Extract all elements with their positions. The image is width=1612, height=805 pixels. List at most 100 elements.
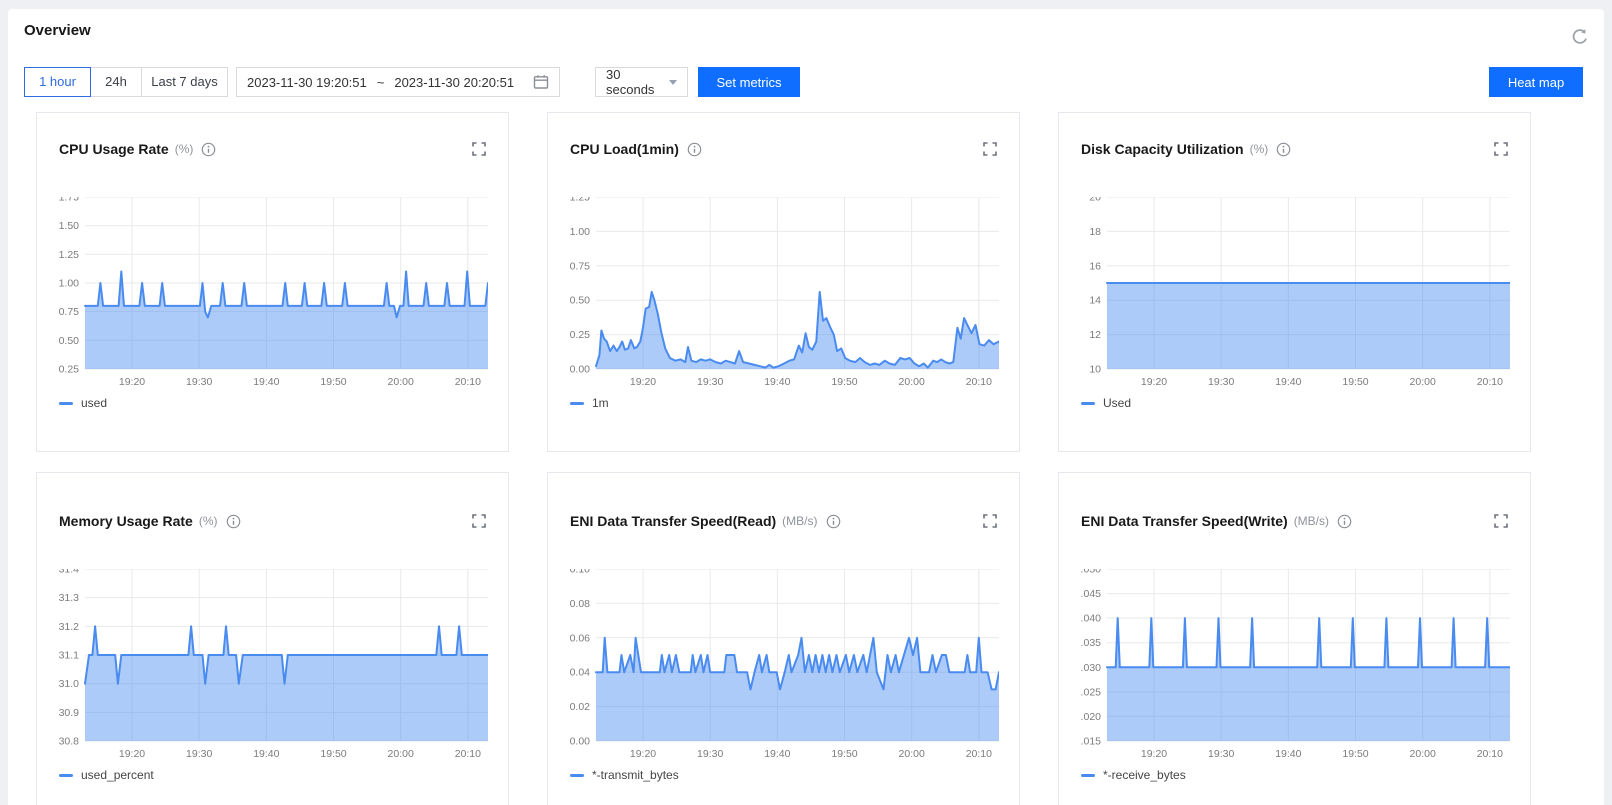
svg-text:1.25: 1.25 [570,197,590,204]
svg-text:0.015: 0.015 [1081,736,1101,748]
charts-grid: CPU Usage Rate (%) 19:20 19:30 19:40 19:50 2… [36,112,1531,805]
info-icon[interactable] [687,142,702,157]
svg-text:19:40: 19:40 [1275,748,1301,760]
date-range-picker[interactable]: 2023-11-30 19:20:51 ~ 2023-11-30 20:20:5… [236,67,560,97]
chart-plot[interactable]: 19:20 19:30 19:40 19:50 20:00 20:10 0.050 0.045… [1081,569,1510,763]
chart-plot[interactable]: 19:20 19:30 19:40 19:50 20:00 20:10 31.4 31.3 31… [59,569,488,763]
chart-plot[interactable]: 19:20 19:30 19:40 19:50 20:00 20:10 1.25 1.00 0.… [570,197,999,391]
refresh-icon[interactable] [1570,28,1588,46]
svg-text:31.3: 31.3 [59,592,79,604]
chart-legend[interactable]: Used [1081,394,1508,412]
svg-text:1.75: 1.75 [59,197,79,204]
svg-text:30.8: 30.8 [59,736,79,748]
svg-text:16: 16 [1089,260,1101,272]
chart-legend[interactable]: used [59,394,486,412]
svg-text:19:40: 19:40 [253,376,279,388]
svg-text:19:20: 19:20 [630,376,656,388]
svg-text:19:20: 19:20 [1141,748,1167,760]
svg-text:0.020: 0.020 [1081,711,1101,723]
svg-text:20:10: 20:10 [455,748,481,760]
info-icon[interactable] [1337,514,1352,529]
svg-text:20:00: 20:00 [899,376,925,388]
chart-legend[interactable]: used_percent [59,766,486,784]
svg-text:19:40: 19:40 [253,748,279,760]
date-separator: ~ [376,74,385,90]
info-icon[interactable] [201,142,216,157]
svg-text:19:40: 19:40 [764,376,790,388]
chart-unit: (MB/s) [1293,514,1330,528]
fullscreen-icon[interactable] [983,142,997,156]
svg-text:19:50: 19:50 [1342,748,1368,760]
chart-legend[interactable]: 1m [570,394,997,412]
svg-text:1.50: 1.50 [59,220,79,232]
svg-text:19:20: 19:20 [119,376,145,388]
chart-plot[interactable]: 19:20 19:30 19:40 19:50 20:00 20:10 20 18 16 14 12… [1081,197,1510,391]
fullscreen-icon[interactable] [983,514,997,528]
chart-legend[interactable]: *-receive_bytes [1081,766,1508,784]
svg-text:0.035: 0.035 [1081,637,1101,649]
legend-dash-icon [59,401,73,405]
fullscreen-icon[interactable] [1494,142,1508,156]
svg-text:0.00: 0.00 [570,736,590,748]
svg-text:19:30: 19:30 [186,748,212,760]
fullscreen-icon[interactable] [472,514,486,528]
svg-text:0.00: 0.00 [570,364,590,376]
svg-text:19:20: 19:20 [1141,376,1167,388]
chart-card: ENI Data Transfer Speed(Write) (MB/s) 19… [1058,472,1531,805]
svg-text:20:00: 20:00 [1410,748,1436,760]
svg-text:19:50: 19:50 [320,748,346,760]
fullscreen-icon[interactable] [472,142,486,156]
range-button-last7days[interactable]: Last 7 days [141,67,228,97]
time-range-group: 1 hour 24h Last 7 days [24,67,228,97]
svg-text:19:20: 19:20 [119,748,145,760]
svg-text:20:00: 20:00 [388,748,414,760]
interval-select[interactable]: 30 seconds [595,67,688,97]
svg-text:20:10: 20:10 [1477,748,1503,760]
svg-text:19:50: 19:50 [831,748,857,760]
legend-label: used_percent [81,768,154,782]
legend-label: 1m [592,396,609,410]
svg-text:19:30: 19:30 [1208,376,1234,388]
chart-unit: (MB/s) [782,514,818,528]
chart-unit: (%) [1249,142,1269,156]
svg-text:20:10: 20:10 [966,376,992,388]
info-icon[interactable] [1276,142,1291,157]
chart-unit: (%) [174,142,194,156]
svg-text:31.2: 31.2 [59,621,79,633]
chart-card: Disk Capacity Utilization (%) 19:20 19:30… [1058,112,1531,452]
svg-text:30.9: 30.9 [59,707,79,719]
calendar-icon [533,74,549,90]
info-icon[interactable] [826,514,841,529]
svg-text:19:30: 19:30 [186,376,212,388]
chart-plot[interactable]: 19:20 19:30 19:40 19:50 20:00 20:10 1.75 1.50 1.… [59,197,488,391]
legend-label: Used [1103,396,1132,410]
fullscreen-icon[interactable] [1494,514,1508,528]
chart-card: CPU Usage Rate (%) 19:20 19:30 19:40 19:50 2… [36,112,509,452]
svg-text:31.0: 31.0 [59,678,79,690]
chart-legend[interactable]: *-transmit_bytes [570,766,997,784]
svg-text:20:00: 20:00 [1410,376,1436,388]
svg-text:0.02: 0.02 [570,701,590,713]
date-start: 2023-11-30 19:20:51 [247,74,367,90]
svg-text:0.030: 0.030 [1081,662,1101,674]
heat-map-button[interactable]: Heat map [1489,67,1583,97]
svg-text:19:40: 19:40 [764,748,790,760]
chart-card: CPU Load(1min) 19:20 19:30 19:40 19:50 20:00… [547,112,1020,452]
svg-text:10: 10 [1089,364,1101,376]
svg-text:19:40: 19:40 [1275,376,1301,388]
info-icon[interactable] [226,514,241,529]
set-metrics-button[interactable]: Set metrics [698,67,800,97]
svg-text:20:10: 20:10 [966,748,992,760]
chart-plot[interactable]: 19:20 19:30 19:40 19:50 20:00 20:10 0.10 0.08 0.… [570,569,999,763]
chart-unit: (%) [198,514,218,528]
range-button-1hour[interactable]: 1 hour [24,67,91,97]
legend-dash-icon [1081,773,1095,777]
svg-text:1.25: 1.25 [59,249,79,261]
toolbar: 1 hour 24h Last 7 days 2023-11-30 19:20:… [24,67,800,97]
chart-header: CPU Load(1min) [570,139,997,159]
svg-text:31.1: 31.1 [59,650,79,662]
svg-text:1.00: 1.00 [570,226,590,238]
chart-title: CPU Load(1min) [570,141,679,157]
range-button-24h[interactable]: 24h [90,67,142,97]
legend-dash-icon [570,401,584,405]
